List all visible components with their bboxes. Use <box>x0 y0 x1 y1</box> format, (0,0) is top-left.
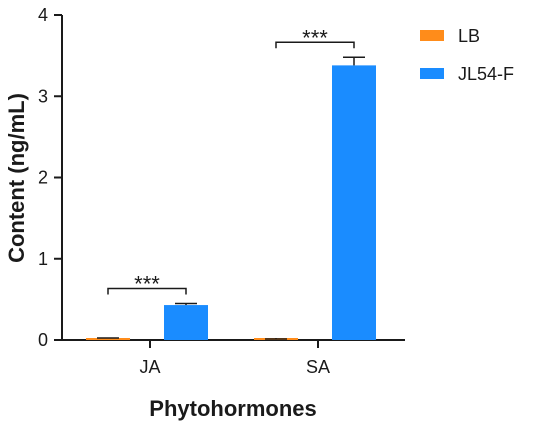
bars <box>86 65 376 340</box>
bar-JL54-F-SA <box>332 65 376 340</box>
legend-swatch <box>420 30 444 41</box>
significance-label: *** <box>302 25 328 50</box>
significance-bracket: *** <box>107 271 187 296</box>
y-axis-ticks: 0 1 2 3 4 <box>38 5 62 350</box>
bar-JL54-F-JA <box>164 305 208 340</box>
y-tick-label: 4 <box>38 5 48 25</box>
error-bar <box>175 302 197 306</box>
error-bar <box>265 338 287 340</box>
plot-area: 0 1 2 3 4 JA SA *** *** <box>38 5 405 377</box>
significance-bracket: *** <box>275 25 355 50</box>
error-bars <box>97 56 365 340</box>
legend: LB JL54-F <box>420 26 514 84</box>
legend-label: JL54-F <box>458 64 514 84</box>
significance-label: *** <box>134 271 160 296</box>
legend-swatch <box>420 68 444 79</box>
x-tick-label: JA <box>139 357 160 377</box>
bar-LB-JA <box>86 338 130 340</box>
x-axis-title: Phytohormones <box>149 396 316 421</box>
y-tick-label: 3 <box>38 86 48 106</box>
significance-annotations: *** *** <box>107 25 355 296</box>
error-bar <box>343 56 365 66</box>
x-axis-ticks: JA SA <box>139 340 330 377</box>
y-axis-title: Content (ng/mL) <box>4 93 29 263</box>
legend-label: LB <box>458 26 480 46</box>
y-tick-label: 2 <box>38 168 48 188</box>
y-tick-label: 0 <box>38 330 48 350</box>
x-tick-label: SA <box>306 357 330 377</box>
y-tick-label: 1 <box>38 249 48 269</box>
